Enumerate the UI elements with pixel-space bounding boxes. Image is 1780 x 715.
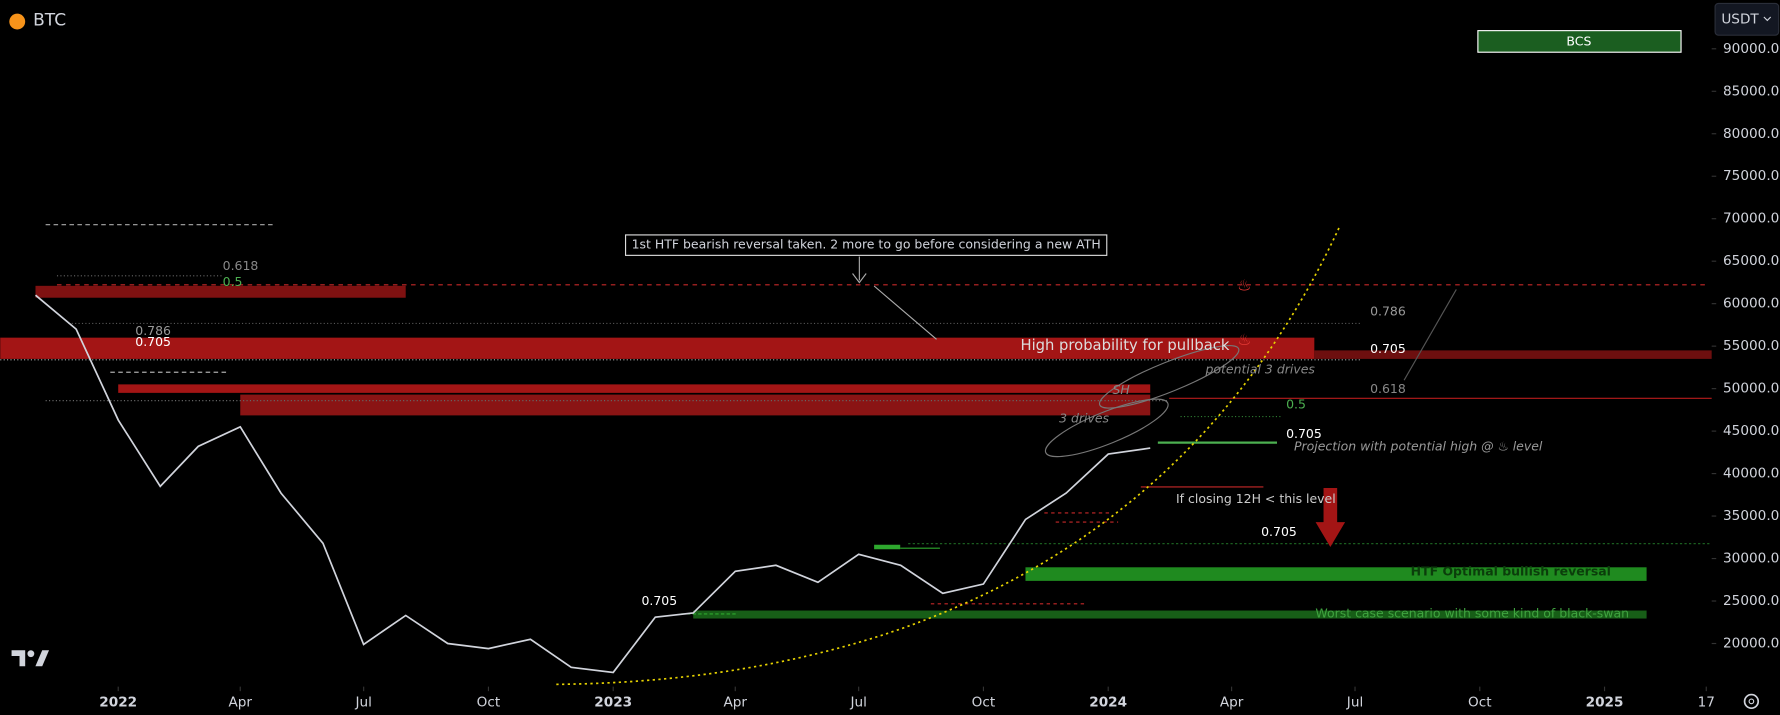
axes: 20000.0 25000.0 30000.0 35000.0 40000.0 45000… (99, 41, 1779, 711)
fib-label: 0.705 (1286, 426, 1322, 441)
zone (35, 285, 406, 298)
fib-label: 0.705 (641, 593, 677, 608)
y-tick-label: 80000.0 (1723, 126, 1779, 142)
zone (1025, 567, 1647, 581)
x-tick-label: Oct (1468, 695, 1492, 711)
y-tick-label: 20000.0 (1723, 636, 1779, 652)
annotation: If closing 12H < this level (1176, 491, 1336, 506)
fib-label: 0.705 (1370, 341, 1406, 356)
x-tick-label: 2022 (99, 695, 137, 711)
indicator-box (1477, 30, 1682, 53)
zone (1314, 350, 1712, 359)
annotation: 1st HTF bearish reversal taken. 2 more t… (632, 237, 1101, 252)
zone (0, 337, 1315, 359)
y-tick-label: 90000.0 (1723, 41, 1779, 57)
y-tick-label: 50000.0 (1723, 381, 1779, 397)
annotation: Projection with potential high @ ♨ level (1294, 439, 1543, 454)
fib-label: 0.786 (135, 323, 171, 338)
annotation: Worst case scenario with some kind of bl… (1315, 605, 1629, 620)
x-tick-label: 2024 (1089, 695, 1127, 711)
settings-icon-center (1748, 698, 1755, 705)
y-tick-label: 40000.0 (1723, 466, 1779, 482)
zone (240, 394, 1151, 416)
annotation: 3 drives (1059, 410, 1109, 425)
x-tick-label: Apr (1220, 695, 1244, 711)
x-tick-label: Jul (1346, 695, 1363, 711)
y-tick-label: 70000.0 (1723, 211, 1779, 227)
fib-label: 0.705 (1261, 524, 1297, 539)
fib-label: 0.618 (223, 258, 259, 273)
x-tick-label: Apr (723, 695, 747, 711)
x-tick-label: 2025 (1586, 695, 1624, 711)
tv-logo (11, 650, 50, 667)
y-tick-label: 35000.0 (1723, 508, 1779, 524)
x-tick-label: Apr (228, 695, 252, 711)
coin-icon (9, 13, 26, 30)
y-tick-label: 65000.0 (1723, 253, 1779, 269)
annotation: High probability for pullback (1020, 337, 1229, 354)
indicator-label: BCS (1566, 33, 1591, 48)
fib-label: 0.5 (223, 274, 243, 289)
symbol: BTC (33, 10, 66, 30)
y-tick-label: 25000.0 (1723, 593, 1779, 609)
x-tick-label: 17 (1698, 695, 1715, 711)
zone (693, 610, 1647, 619)
target-icon: ♨ (1237, 330, 1251, 349)
currency-button[interactable] (1714, 2, 1780, 36)
price-line (34, 294, 1151, 674)
series (34, 294, 1151, 674)
callout-box (624, 234, 1108, 256)
y-tick-label: 45000.0 (1723, 423, 1779, 439)
y-tick-label: 55000.0 (1723, 338, 1779, 354)
settings-icon[interactable] (1743, 693, 1760, 710)
annotation: potential 3 drives (1205, 361, 1316, 376)
x-tick-label: Oct (972, 695, 996, 711)
annotation: SH (1112, 382, 1130, 397)
annotation: HTF Optimal bullish reversal (1411, 564, 1611, 579)
zone (118, 384, 1151, 393)
y-tick-label: 85000.0 (1723, 83, 1779, 99)
y-tick-label: 60000.0 (1723, 296, 1779, 312)
y-tick-label: 30000.0 (1723, 551, 1779, 567)
fib-label: 0.5 (1286, 397, 1306, 412)
fib-label: 0.786 (1370, 304, 1406, 319)
x-tick-label: 2023 (594, 695, 632, 711)
currency-label[interactable]: USDT (1721, 11, 1759, 27)
chevron (1763, 16, 1772, 22)
x-tick-label: Jul (849, 695, 866, 711)
fib-label: 0.618 (1370, 381, 1406, 396)
fib-label: 0.705 (135, 334, 171, 349)
drawings (0, 224, 1712, 686)
x-tick-label: Jul (354, 695, 371, 711)
target-icon: ♨ (1237, 276, 1251, 295)
x-tick-label: Oct (477, 695, 501, 711)
zones (0, 285, 1712, 619)
y-tick-label: 75000.0 (1723, 168, 1779, 184)
